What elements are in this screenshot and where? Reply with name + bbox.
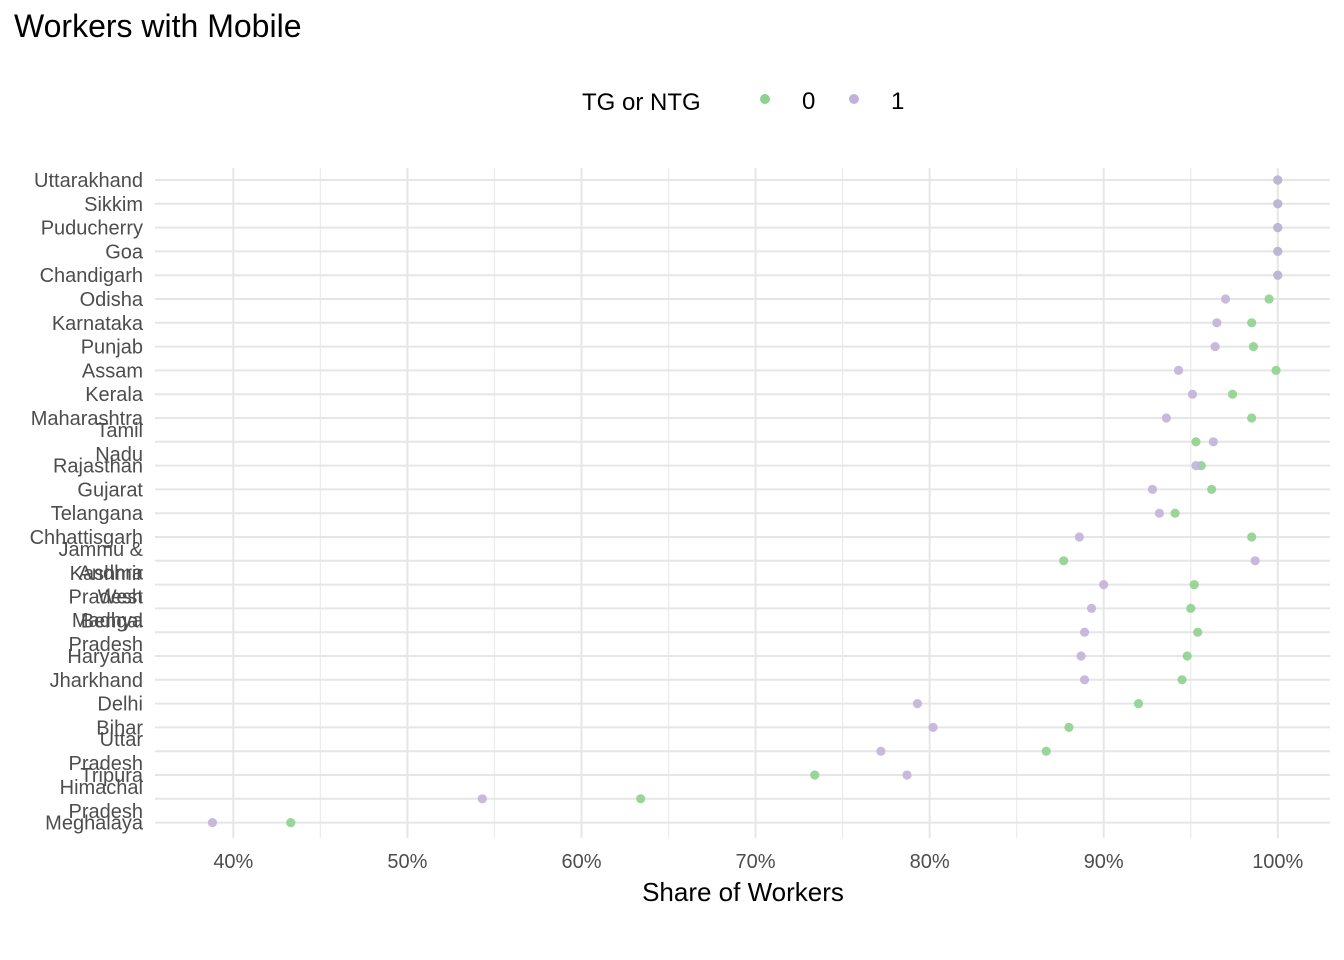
point-series-0-23 xyxy=(1064,722,1074,733)
point-series-0-21 xyxy=(1177,675,1187,685)
point-series-1-7 xyxy=(1210,342,1220,352)
category-label: Haryana xyxy=(67,646,143,668)
category-label: West Bengal xyxy=(81,586,144,632)
x-tick-label-4: 80% xyxy=(910,851,950,873)
point-series-0-18 xyxy=(1186,603,1196,614)
point-series-0-5 xyxy=(1264,294,1274,304)
point-series-1-21 xyxy=(1079,675,1090,685)
category-label: Sikkim xyxy=(84,194,143,216)
point-series-1-9 xyxy=(1187,389,1198,399)
category-label: Himachal Pradesh xyxy=(60,777,143,823)
point-series-0-24 xyxy=(1041,746,1051,756)
point-series-1-20 xyxy=(1076,651,1086,661)
legend: TG or NTG 0 1 xyxy=(582,88,904,116)
x-tick-labels: 40% 50% 60% 70% 80% 90% 100% xyxy=(213,851,1303,873)
legend-label-0: 0 xyxy=(802,88,815,115)
point-series-0-27 xyxy=(286,818,296,828)
x-tick-label-1: 50% xyxy=(387,851,427,873)
category-label: Jharkhand xyxy=(50,670,143,692)
point-series-1-3 xyxy=(1273,246,1283,256)
point-series-1-25 xyxy=(902,770,912,780)
point-series-1-13 xyxy=(1147,484,1158,494)
legend-title: TG or NTG xyxy=(582,89,701,116)
category-label: Goa xyxy=(105,241,144,263)
category-label: Telangana xyxy=(51,503,144,525)
point-series-1-10 xyxy=(1161,413,1171,423)
grid-layer xyxy=(155,168,1330,838)
point-series-1-17 xyxy=(1099,580,1109,590)
point-series-0-14 xyxy=(1170,508,1180,518)
point-series-1-5 xyxy=(1220,294,1231,304)
point-series-0-11 xyxy=(1191,437,1201,447)
category-labels: UttarakhandSikkimPuducherryGoaChandigarh… xyxy=(30,170,144,835)
category-label: Chhattisgarh xyxy=(30,527,143,549)
point-series-1-18 xyxy=(1086,603,1097,614)
point-series-0-10 xyxy=(1247,413,1257,423)
point-series-0-16 xyxy=(1059,556,1069,566)
point-series-0-19 xyxy=(1193,627,1203,637)
chart-title: Workers with Mobile xyxy=(14,8,302,44)
category-label: Bihar xyxy=(96,717,143,739)
category-label: Tripura xyxy=(80,765,143,787)
data-points xyxy=(207,175,1283,828)
point-series-0-20 xyxy=(1182,651,1192,661)
category-label: Assam xyxy=(82,360,143,382)
category-label: Jammu & Kashmir xyxy=(59,539,144,585)
legend-swatch-1 xyxy=(849,94,859,104)
category-label: Punjab xyxy=(81,337,143,359)
category-label: Gujarat xyxy=(77,479,143,501)
legend-label-1: 1 xyxy=(891,88,904,115)
category-label: Uttarakhand xyxy=(34,170,143,192)
category-label: Karnataka xyxy=(52,313,144,335)
point-series-0-26 xyxy=(636,794,646,804)
x-axis-title: Share of Workers xyxy=(642,877,844,907)
point-series-1-24 xyxy=(876,746,886,756)
point-series-1-26 xyxy=(477,794,487,804)
point-series-0-22 xyxy=(1133,699,1144,709)
point-series-0-17 xyxy=(1189,580,1199,590)
category-label: Rajasthan xyxy=(53,456,143,478)
x-tick-label-6: 100% xyxy=(1252,851,1303,873)
category-label: Meghalaya xyxy=(45,813,144,835)
category-label: Maharashtra xyxy=(31,408,144,430)
point-series-1-2 xyxy=(1273,223,1283,233)
point-series-1-27 xyxy=(207,818,218,828)
point-series-1-23 xyxy=(928,722,938,733)
point-series-1-0 xyxy=(1273,175,1283,185)
point-series-1-19 xyxy=(1079,627,1090,637)
x-tick-label-2: 60% xyxy=(561,851,601,873)
point-series-1-22 xyxy=(912,699,923,709)
point-series-0-6 xyxy=(1247,318,1257,328)
point-series-0-15 xyxy=(1247,532,1257,542)
point-series-0-25 xyxy=(810,770,820,780)
category-label: Odisha xyxy=(80,289,144,311)
point-series-1-15 xyxy=(1074,532,1084,542)
point-series-1-4 xyxy=(1273,270,1283,280)
point-series-1-6 xyxy=(1212,318,1222,328)
category-label: Delhi xyxy=(97,694,143,716)
point-series-1-14 xyxy=(1154,508,1165,518)
point-series-1-16 xyxy=(1250,556,1260,566)
point-series-0-9 xyxy=(1227,389,1238,399)
point-series-0-13 xyxy=(1207,484,1217,494)
category-label: Tamil Nadu xyxy=(95,420,143,466)
point-series-0-7 xyxy=(1248,342,1259,352)
category-label: Kerala xyxy=(85,384,144,406)
point-series-0-8 xyxy=(1271,365,1281,375)
x-tick-label-3: 70% xyxy=(736,851,776,873)
x-tick-label-5: 90% xyxy=(1084,851,1124,873)
category-label: Uttar Pradesh xyxy=(69,729,144,775)
category-label: Puducherry xyxy=(41,218,143,240)
x-tick-label-0: 40% xyxy=(213,851,253,873)
category-label: Madhya Pradesh xyxy=(69,610,144,656)
point-series-1-12 xyxy=(1191,461,1201,471)
point-series-1-8 xyxy=(1173,365,1184,375)
category-label: Andhra Pradesh xyxy=(69,563,144,609)
point-series-1-1 xyxy=(1273,199,1283,209)
category-label: Chandigarh xyxy=(40,265,143,287)
point-series-1-11 xyxy=(1208,437,1218,447)
legend-swatch-0 xyxy=(760,94,770,104)
